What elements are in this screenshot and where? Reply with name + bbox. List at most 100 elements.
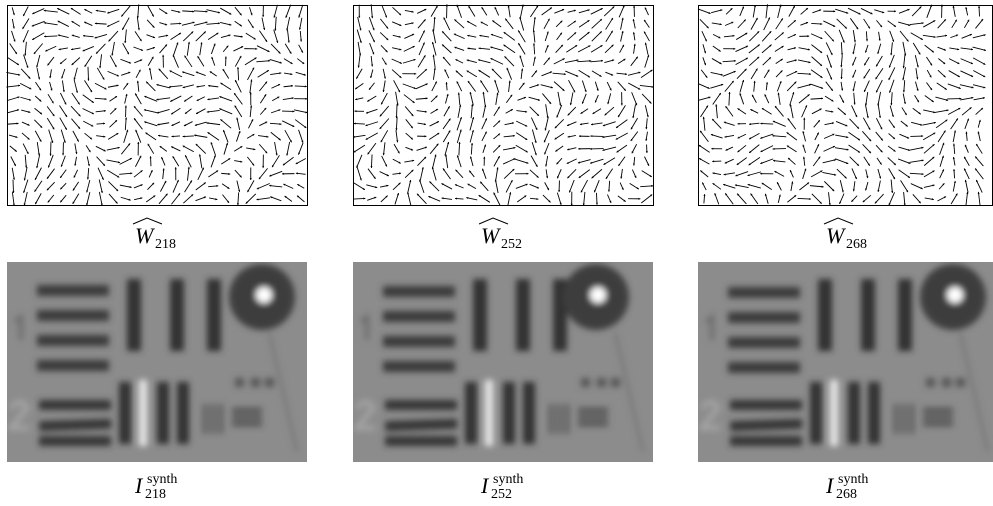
arrow-head [225, 56, 227, 58]
arrow [420, 180, 424, 193]
arrow-head [188, 167, 190, 169]
h-bar [37, 360, 109, 371]
arrow-head [820, 23, 822, 25]
arrow-head [533, 43, 535, 45]
v-bar [818, 279, 832, 351]
arrow-head [237, 203, 239, 205]
arrow [966, 192, 968, 206]
arrow [973, 71, 985, 77]
arrow [641, 70, 653, 78]
arrow [433, 55, 435, 68]
arrow [8, 58, 19, 65]
arrow [380, 106, 389, 116]
arrow [7, 97, 20, 101]
arrow [911, 33, 923, 40]
arrow [823, 160, 836, 163]
synth-image [698, 262, 993, 462]
arrow [592, 169, 602, 178]
arrow [532, 129, 536, 143]
arrow [504, 169, 514, 179]
arrow [923, 122, 936, 125]
arrow-head [809, 73, 811, 75]
arrow [835, 135, 848, 137]
arrow-head [293, 110, 295, 112]
arrow [737, 69, 747, 79]
small-hbar [578, 408, 608, 412]
arrow [518, 43, 525, 54]
arrow [238, 67, 239, 80]
arrow [878, 105, 880, 118]
arrow [380, 119, 389, 129]
arrow [876, 80, 882, 92]
arrow-head [44, 10, 46, 12]
bright-bar [485, 380, 493, 446]
arrow [99, 192, 102, 206]
arrow [257, 46, 270, 52]
arrow [381, 130, 388, 142]
arrow [520, 5, 523, 18]
arrow-head [87, 79, 89, 81]
arrow [219, 96, 232, 101]
arrow-head [578, 148, 580, 150]
arrow [144, 96, 157, 101]
tiny-mark [581, 378, 590, 387]
arrow [504, 32, 515, 40]
arrow [187, 167, 189, 181]
arrow [106, 160, 120, 163]
caption-subscript: 252 [491, 487, 512, 502]
arrow [578, 160, 591, 163]
arrow [616, 133, 628, 139]
arrow [749, 31, 759, 41]
arrow [910, 160, 924, 162]
arrow-head [903, 66, 905, 68]
arrow [247, 68, 254, 80]
tiny-mark [597, 378, 606, 387]
arrow [34, 44, 43, 54]
arrow [713, 93, 721, 104]
arrow [764, 17, 770, 30]
arrow-head [749, 123, 751, 125]
tiny-mark [956, 378, 965, 387]
arrow [531, 118, 537, 130]
arrow-head [703, 117, 705, 119]
arrow [483, 92, 485, 106]
arrow [357, 30, 361, 43]
arrow-head [371, 64, 373, 66]
arrow-head [890, 103, 892, 105]
arrow-head [137, 142, 139, 144]
arrow [25, 42, 26, 56]
bright-bar [139, 380, 147, 446]
arrow-head [833, 10, 835, 12]
arrow [848, 8, 861, 14]
arrow [23, 30, 28, 42]
arrow [592, 31, 602, 41]
arrow [95, 34, 107, 38]
arrow [109, 31, 118, 41]
arrow [503, 158, 515, 164]
arrow-head [162, 55, 164, 57]
arrow-head [807, 35, 809, 37]
arrow-head [803, 118, 805, 120]
arrow [368, 143, 376, 154]
arrow [700, 106, 708, 117]
arrow [839, 30, 844, 43]
small-hbar [578, 415, 608, 419]
arrow [419, 42, 424, 55]
arrow-head [760, 173, 762, 175]
arrow-head [840, 65, 842, 67]
arrow-head [601, 60, 603, 62]
arrow [159, 69, 168, 79]
small-hbar [232, 408, 262, 412]
bright-spot [256, 287, 272, 303]
arrow-head [44, 35, 46, 37]
h-bar [728, 287, 800, 298]
arrow-head [760, 123, 762, 125]
arrow [812, 194, 822, 204]
arrow [295, 120, 306, 128]
arrow [429, 181, 439, 191]
arrow [495, 180, 498, 193]
arrow [923, 35, 936, 37]
arrow [442, 31, 451, 41]
arrow [235, 106, 242, 117]
arrow [60, 93, 66, 105]
